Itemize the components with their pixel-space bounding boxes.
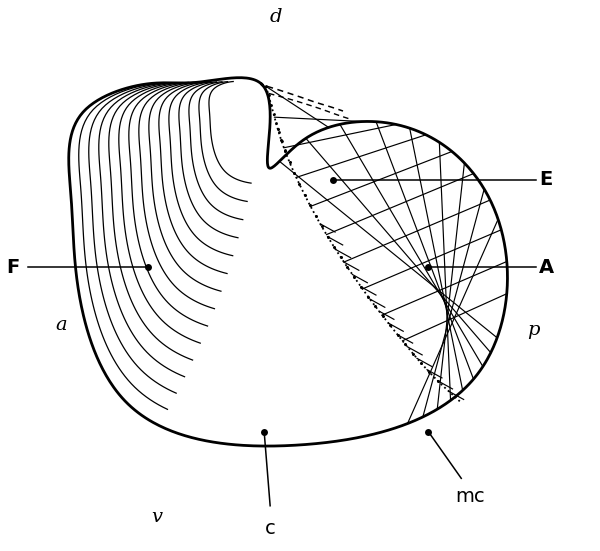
Text: a: a: [55, 316, 67, 334]
Text: p: p: [527, 321, 539, 339]
Text: mc: mc: [455, 487, 485, 506]
Text: c: c: [265, 520, 275, 538]
Text: F: F: [6, 258, 19, 277]
Text: d: d: [270, 8, 283, 26]
Text: v: v: [151, 509, 162, 527]
Text: E: E: [539, 170, 552, 189]
Text: A: A: [539, 258, 554, 277]
